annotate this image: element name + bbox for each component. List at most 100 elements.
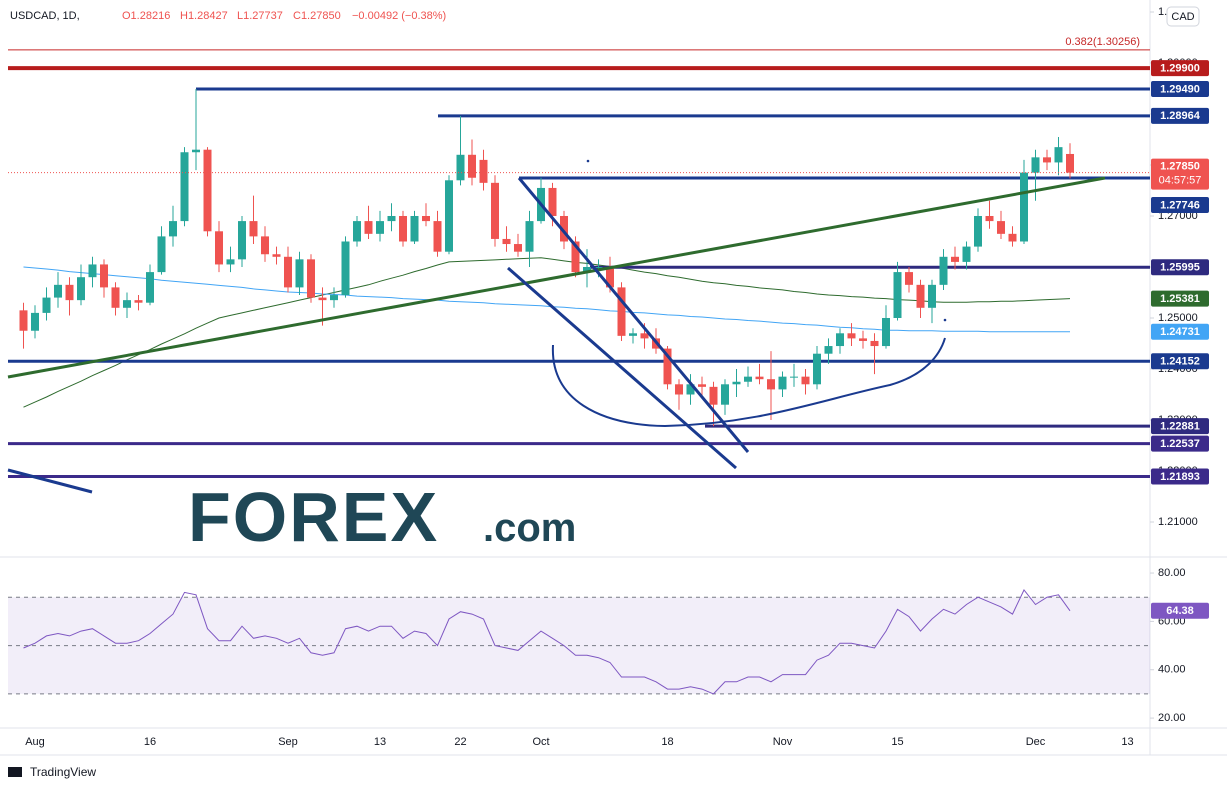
footer-text: TradingView xyxy=(30,765,96,779)
level-label-box xyxy=(1151,259,1209,276)
candle-body xyxy=(19,310,28,331)
x-tick-label: 15 xyxy=(891,736,903,748)
rsi-label-box xyxy=(1151,602,1209,619)
candle-body xyxy=(134,300,143,303)
candle-body xyxy=(767,379,775,390)
rsi-label: 64.38 xyxy=(1166,605,1194,617)
candle-body xyxy=(1043,157,1051,163)
candle-body xyxy=(31,312,39,331)
marker-dot xyxy=(586,159,590,163)
candle-body xyxy=(525,221,534,252)
ma-label: 1.25381 xyxy=(1160,293,1200,305)
candle-body xyxy=(870,340,879,347)
candle-body xyxy=(226,259,235,265)
candle-body xyxy=(88,264,97,278)
candle-body xyxy=(65,284,74,301)
candle-body xyxy=(146,272,154,303)
candle-body xyxy=(893,272,902,318)
x-tick-label: 13 xyxy=(374,736,386,748)
pattern-curve xyxy=(551,337,946,428)
plot: 0.382(1.30256) xyxy=(8,36,1150,695)
level-label: 1.28964 xyxy=(1160,110,1201,122)
level-label-box xyxy=(1151,435,1209,452)
candle-body xyxy=(261,236,269,255)
candle-body xyxy=(514,244,522,252)
candle-body xyxy=(997,221,1005,234)
candle-body xyxy=(939,256,948,285)
candle-body xyxy=(1031,157,1040,173)
candle-body xyxy=(721,384,729,405)
x-tick-label: 22 xyxy=(454,736,466,748)
y-tick-label: 20.00 xyxy=(1158,712,1186,724)
candle-body xyxy=(790,376,798,378)
x-tick-label: 16 xyxy=(144,736,156,748)
ma-label-box xyxy=(1151,323,1209,340)
candle-body xyxy=(629,333,637,336)
candle-body xyxy=(617,287,626,336)
y-tick-label: 1.21000 xyxy=(1158,516,1198,528)
candle-body xyxy=(445,180,453,252)
candle-body xyxy=(755,376,764,380)
level-label: 1.22881 xyxy=(1160,420,1200,432)
candle-body xyxy=(307,259,315,298)
x-tick-label: Oct xyxy=(532,736,549,748)
candle-body xyxy=(111,287,120,308)
trend-line xyxy=(507,266,737,470)
candle-body xyxy=(675,384,683,395)
candle-body xyxy=(169,221,177,237)
footer: TradingView xyxy=(8,765,96,779)
symbol: USDCAD, 1D, xyxy=(10,10,80,22)
candle-body xyxy=(560,215,568,242)
candle-body xyxy=(502,238,511,245)
last-price-box xyxy=(1151,158,1209,190)
level-label: 1.27746 xyxy=(1160,199,1200,211)
moving-average xyxy=(23,266,1071,333)
fib-label: 0.382(1.30256) xyxy=(1065,36,1140,48)
candle-body xyxy=(410,215,419,242)
tv-logo xyxy=(8,767,22,777)
candle-body xyxy=(376,221,384,234)
level-label: 1.29490 xyxy=(1160,83,1200,95)
candle-body xyxy=(801,376,810,385)
candle-body xyxy=(456,154,465,181)
drawings xyxy=(7,159,1106,494)
candle-body xyxy=(594,266,603,268)
trend-line xyxy=(517,177,750,453)
candle-body xyxy=(387,215,396,222)
candle-body xyxy=(813,353,821,385)
candle-body xyxy=(123,300,131,308)
candle-body xyxy=(249,221,258,237)
level-label-box xyxy=(1151,353,1209,370)
candle-body xyxy=(422,215,430,222)
candle-body xyxy=(433,221,442,252)
candle-body xyxy=(974,215,982,247)
candle-body xyxy=(905,272,913,285)
level-label-box xyxy=(1151,80,1209,97)
candle-body xyxy=(951,256,959,262)
candle-body xyxy=(42,297,51,313)
candle-body xyxy=(916,284,925,308)
trend-line xyxy=(7,468,93,494)
candle-body xyxy=(330,295,338,301)
last-price-label: 1.27850 xyxy=(1160,161,1200,173)
candle-body xyxy=(215,231,223,265)
high: H1.28427 xyxy=(180,10,228,22)
candle-body xyxy=(571,241,580,273)
candle-body xyxy=(399,215,407,242)
candle-body xyxy=(732,381,741,385)
candle-body xyxy=(962,246,971,262)
candle-body xyxy=(583,266,591,273)
currency-button[interactable] xyxy=(1166,6,1200,27)
level-label: 1.29900 xyxy=(1160,62,1200,74)
candle-body xyxy=(709,386,718,405)
currency[interactable]: CAD xyxy=(1171,11,1194,23)
level-label-box xyxy=(1151,468,1209,485)
candle-body xyxy=(157,236,166,273)
candle-body xyxy=(836,333,844,347)
candle-body xyxy=(686,384,695,395)
x-tick-label: 13 xyxy=(1121,736,1133,748)
x-tick-label: Nov xyxy=(773,736,793,748)
candle-body xyxy=(1066,153,1074,173)
